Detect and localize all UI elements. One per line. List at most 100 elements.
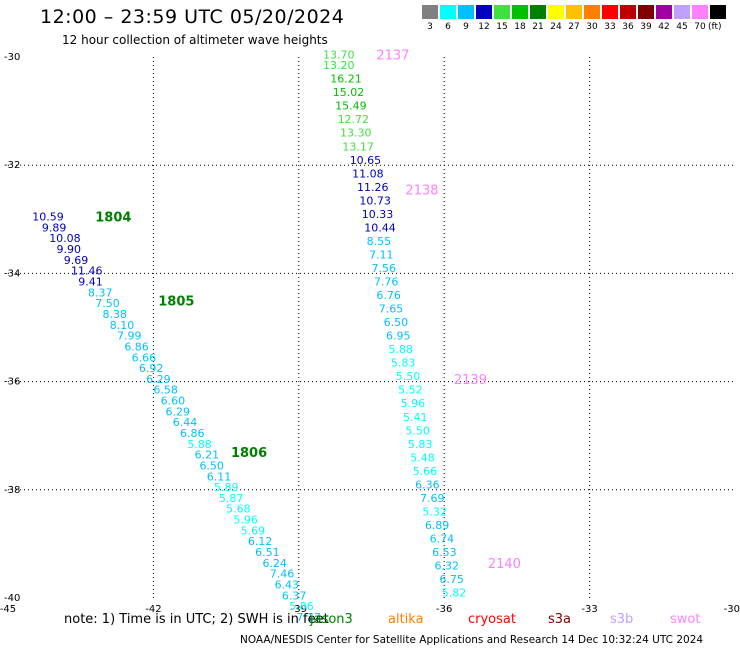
legend-label: 30	[586, 22, 598, 32]
legend-label: 24	[550, 22, 562, 32]
wave-height-value: 6.75	[439, 573, 464, 586]
legend-swatch	[548, 5, 564, 19]
page-title: 12:00 – 23:59 UTC 05/20/2024	[40, 6, 345, 28]
wave-height-value: 10.73	[359, 194, 391, 207]
wave-height-value: 11.26	[357, 181, 389, 194]
wave-height-value: 5.83	[391, 357, 416, 370]
wave-height-value: 16.21	[330, 73, 362, 86]
lat-tick-label: -30	[4, 52, 20, 63]
legend-swatch	[566, 5, 582, 19]
wave-height-value: 9.89	[42, 221, 67, 234]
legend-swatch	[458, 5, 474, 19]
mission-label-s3b: s3b	[610, 612, 634, 627]
wave-height-value: 7.50	[95, 297, 120, 310]
lon-tick-label: -42	[145, 604, 161, 615]
legend-label: 15	[496, 22, 508, 32]
wave-height-value: 6.37	[282, 589, 307, 602]
mission-label-altika: altika	[388, 612, 424, 627]
wave-height-value: 5.41	[403, 411, 428, 424]
satellite-track: 10.599.8910.089.909.6911.469.418.377.508…	[32, 211, 321, 624]
lat-tick-label: -40	[4, 593, 20, 604]
wave-height-value: 5.52	[398, 384, 423, 397]
legend-label: 42	[658, 22, 670, 32]
wave-height-value: 6.36	[415, 478, 440, 491]
wave-height-value: 6.12	[248, 535, 273, 548]
legend-swatch	[692, 5, 708, 19]
wave-height-value: 6.50	[199, 459, 224, 472]
wave-height-value: 6.74	[430, 532, 455, 545]
wave-height-value: 6.11	[207, 470, 232, 483]
legend-swatch	[422, 5, 438, 19]
wave-height-value: 5.89	[214, 481, 239, 494]
wave-height-value: 5.86	[289, 600, 314, 613]
wave-height-value: 5.87	[219, 492, 244, 505]
pass-number-label: 1804	[95, 211, 131, 226]
wave-height-value: 6.29	[166, 405, 191, 418]
wave-height-value: 9.41	[78, 276, 103, 289]
wave-height-value: 10.33	[362, 208, 394, 221]
legend-swatch	[440, 5, 456, 19]
wave-height-value: 6.21	[195, 449, 220, 462]
wave-height-value: 5.82	[442, 587, 467, 600]
lon-tick-label: -39	[291, 604, 307, 615]
axis-tick-labels: -45 -42 -39 -36 -33 -30 -30 -32 -34 -36 -38 -40	[0, 52, 740, 615]
wave-height-value: 6.50	[384, 316, 409, 329]
mission-label-swot: swot	[670, 612, 701, 627]
wave-height-value: 5.66	[413, 465, 438, 478]
wave-height-value: 10.44	[364, 221, 396, 234]
wave-height-value: 5.69	[241, 524, 266, 537]
wave-height-value: 13.17	[342, 140, 374, 153]
satellite-tracks: 10.599.8910.089.909.6911.469.418.377.508…	[32, 48, 521, 624]
lat-tick-label: -38	[4, 485, 20, 496]
wave-height-value: 15.49	[335, 100, 367, 113]
wave-height-value: 9.90	[56, 243, 81, 256]
wave-height-value: 6.24	[262, 557, 287, 570]
wave-height-value: 7.17	[296, 611, 321, 624]
wave-height-value: 7.11	[369, 248, 394, 261]
legend-label: 70	[694, 22, 706, 32]
legend-unit: (ft)	[708, 22, 722, 32]
wave-height-value: 13.20	[323, 59, 355, 72]
lat-tick-label: -36	[4, 377, 20, 388]
legend-label: 6	[445, 22, 451, 32]
wave-height-value: 10.08	[49, 232, 81, 245]
legend-label: 21	[532, 22, 544, 32]
wave-height-value: 6.53	[432, 546, 457, 559]
wave-height-value: 11.08	[352, 167, 384, 180]
lon-tick-label: -45	[0, 604, 16, 615]
legend-label: 9	[463, 22, 469, 32]
legend-swatch	[584, 5, 600, 19]
wave-height-value: 5.68	[226, 503, 251, 516]
lon-tick-label: -30	[724, 604, 740, 615]
mission-label-jason3: jason3	[310, 612, 353, 627]
wave-height-value: 6.58	[153, 384, 178, 397]
legend-swatch	[530, 5, 546, 19]
pass-number-label: 2138	[405, 184, 438, 199]
wave-height-value: 7.56	[372, 262, 397, 275]
wave-height-value: 6.66	[132, 351, 157, 364]
wave-height-value: 7.76	[374, 276, 399, 289]
wave-height-value: 12.72	[338, 113, 370, 126]
legend-swatch	[512, 5, 528, 19]
mission-label-cryosat: cryosat	[468, 612, 516, 627]
wave-height-value: 9.69	[64, 254, 88, 267]
satellite-track: 13.7013.2016.2115.0215.4912.7213.3013.17…	[323, 48, 521, 599]
wave-height-value: 7.69	[420, 492, 445, 505]
wave-height-value: 11.46	[71, 265, 103, 278]
wave-height-value: 5.96	[401, 397, 426, 410]
wave-height-value: 6.95	[386, 330, 411, 343]
legend-swatch	[656, 5, 672, 19]
wave-height-value: 10.59	[32, 211, 64, 224]
wave-height-value: 5.88	[187, 438, 212, 451]
legend-swatch	[494, 5, 510, 19]
wave-height-value: 6.43	[275, 578, 300, 591]
footer-credit: NOAA/NESDIS Center for Satellite Applica…	[240, 634, 704, 646]
legend-label: 33	[604, 22, 616, 32]
wave-height-value: 5.50	[405, 424, 430, 437]
wave-height-value: 6.60	[161, 395, 186, 408]
wave-height-value: 5.96	[233, 514, 258, 527]
wave-height-value: 10.65	[350, 154, 382, 167]
wave-height-value: 6.32	[435, 560, 460, 573]
legend-swatch	[476, 5, 492, 19]
